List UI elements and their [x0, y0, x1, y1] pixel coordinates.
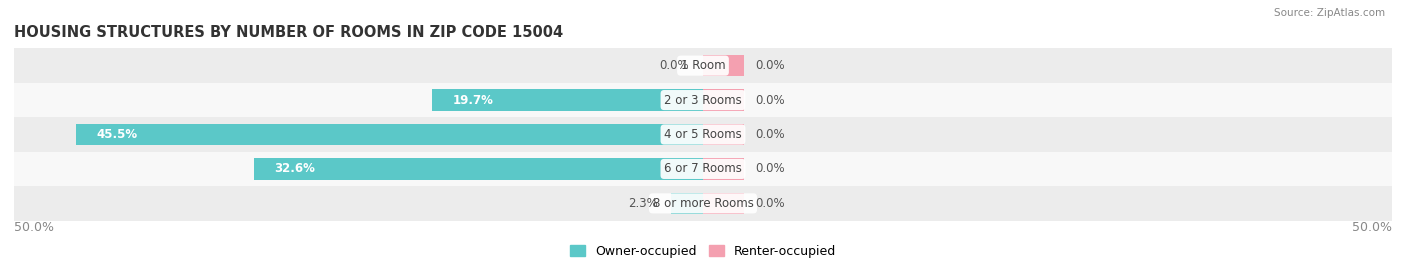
Text: 45.5%: 45.5%	[97, 128, 138, 141]
Text: 2 or 3 Rooms: 2 or 3 Rooms	[664, 94, 742, 107]
Bar	[432, 89, 703, 111]
Text: 4 or 5 Rooms: 4 or 5 Rooms	[664, 128, 742, 141]
Text: 0.0%: 0.0%	[755, 197, 785, 210]
Text: Source: ZipAtlas.com: Source: ZipAtlas.com	[1274, 8, 1385, 18]
Text: 50.0%: 50.0%	[1353, 221, 1392, 233]
Bar	[703, 158, 744, 180]
Text: HOUSING STRUCTURES BY NUMBER OF ROOMS IN ZIP CODE 15004: HOUSING STRUCTURES BY NUMBER OF ROOMS IN…	[14, 25, 564, 40]
Text: 0.0%: 0.0%	[755, 162, 785, 175]
Text: 2.3%: 2.3%	[628, 197, 658, 210]
Bar	[254, 158, 703, 180]
Text: 8 or more Rooms: 8 or more Rooms	[652, 197, 754, 210]
Bar	[14, 152, 1392, 186]
Bar	[703, 193, 744, 214]
Text: 0.0%: 0.0%	[755, 128, 785, 141]
Text: 6 or 7 Rooms: 6 or 7 Rooms	[664, 162, 742, 175]
Bar	[14, 186, 1392, 221]
Bar	[703, 124, 744, 145]
Text: 1 Room: 1 Room	[681, 59, 725, 72]
Text: 32.6%: 32.6%	[274, 162, 315, 175]
Bar	[14, 83, 1392, 117]
Text: 0.0%: 0.0%	[755, 59, 785, 72]
Legend: Owner-occupied, Renter-occupied: Owner-occupied, Renter-occupied	[565, 239, 841, 263]
Bar	[703, 55, 744, 76]
Bar	[703, 89, 744, 111]
Bar	[14, 48, 1392, 83]
Bar	[671, 193, 703, 214]
Bar	[76, 124, 703, 145]
Text: 0.0%: 0.0%	[755, 94, 785, 107]
Text: 19.7%: 19.7%	[453, 94, 494, 107]
Bar	[14, 117, 1392, 152]
Text: 0.0%: 0.0%	[659, 59, 689, 72]
Text: 50.0%: 50.0%	[14, 221, 53, 233]
